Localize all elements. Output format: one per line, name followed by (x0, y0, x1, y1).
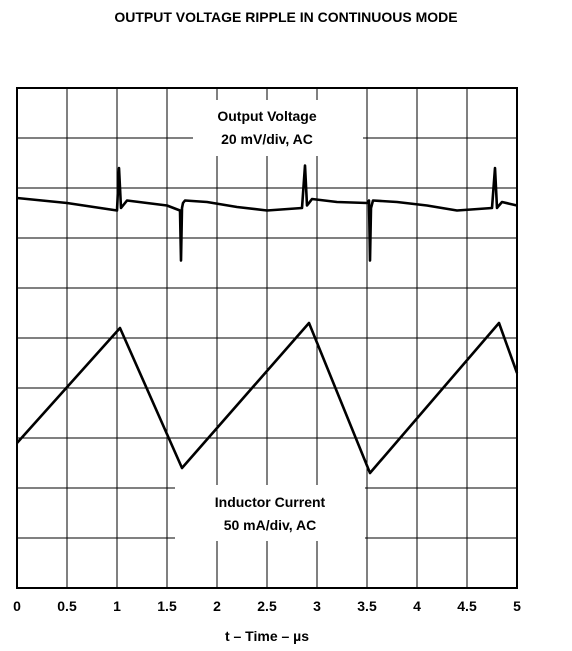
x-tick-label: 0 (13, 598, 21, 614)
annotation-output-voltage-line1: Output Voltage (217, 108, 316, 124)
annotation-output-voltage-line2: 20 mV/div, AC (221, 131, 313, 147)
annotation-inductor-current-line1: Inductor Current (215, 494, 326, 510)
x-tick-label: 0.5 (57, 598, 77, 614)
x-tick-label: 1 (113, 598, 121, 614)
x-tick-label: 3.5 (357, 598, 377, 614)
x-tick-label: 2.5 (257, 598, 277, 614)
series-layer (16, 164, 519, 475)
annotation-top-background (193, 100, 363, 156)
annotation-bottom-background (175, 485, 365, 541)
x-tick-label: 3 (313, 598, 321, 614)
plot-frame (16, 87, 518, 589)
x-tick-label: 1.5 (157, 598, 177, 614)
chart-title: OUTPUT VOLTAGE RIPPLE IN CONTINUOUS MODE (114, 9, 457, 25)
x-tick-label: 4 (413, 598, 421, 614)
x-axis-label: t – Time – µs (225, 628, 309, 644)
output-voltage-trace (16, 164, 518, 262)
x-tick-label: 2 (213, 598, 221, 614)
x-tick-labels: 0 0.5 1 1.5 2 2.5 3 3.5 4 4.5 5 (13, 598, 521, 614)
x-tick-label: 4.5 (457, 598, 477, 614)
inductor-current-trace (16, 321, 519, 475)
annotation-inductor-current-line2: 50 mA/div, AC (224, 517, 317, 533)
x-tick-label: 5 (513, 598, 521, 614)
